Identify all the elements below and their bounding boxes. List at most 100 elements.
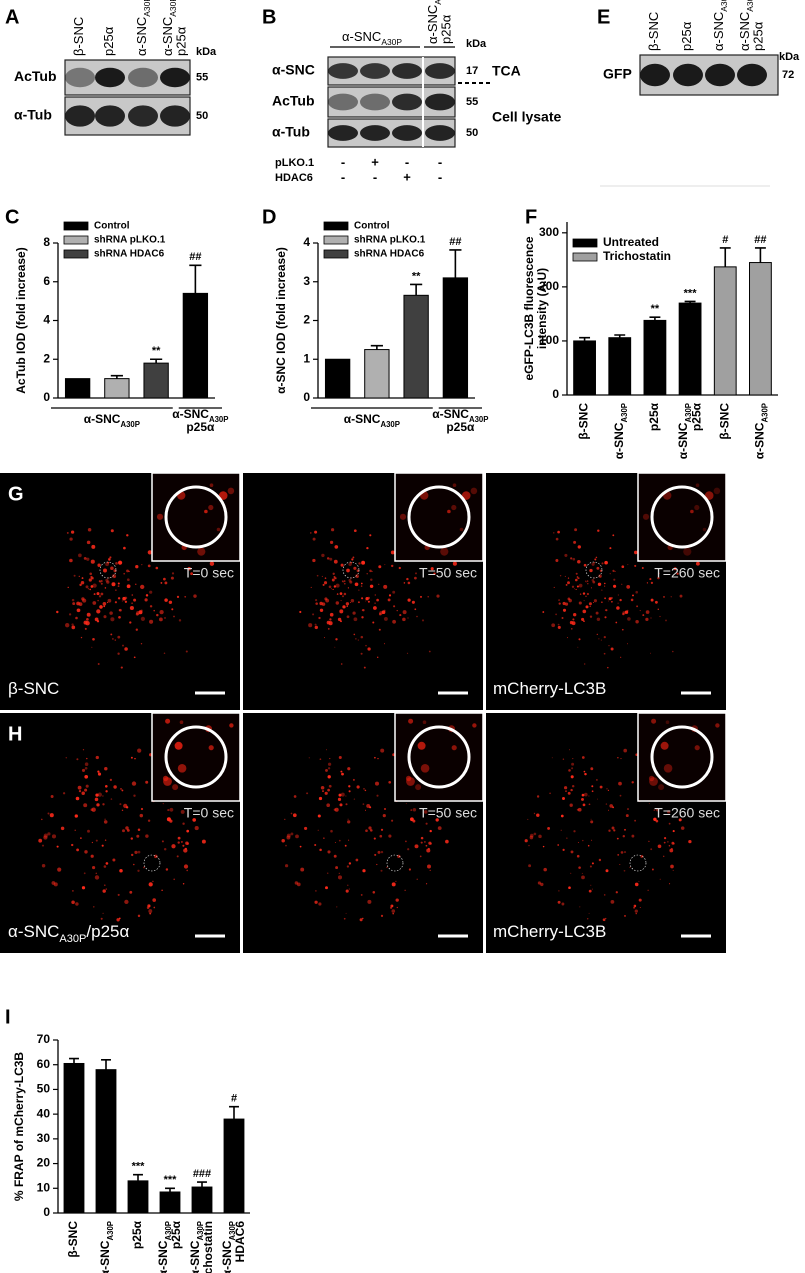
puncta [168, 600, 173, 605]
significance-label: ## [189, 251, 201, 263]
puncta [663, 596, 665, 598]
puncta [324, 597, 328, 601]
label-main: α-SNC [156, 1240, 170, 1273]
puncta [182, 822, 185, 825]
puncta [625, 814, 629, 818]
puncta [330, 829, 333, 833]
puncta [118, 560, 123, 565]
puncta [583, 770, 586, 773]
puncta [108, 577, 110, 579]
label-subscript: A30P [142, 0, 152, 17]
puncta [578, 638, 581, 641]
puncta [318, 796, 323, 801]
puncta [140, 584, 145, 590]
treatment-sign: - [341, 169, 345, 184]
label-main: α-SNC [737, 12, 752, 51]
puncta [591, 785, 594, 788]
y-tick-label: 6 [43, 274, 50, 288]
puncta [396, 609, 398, 612]
puncta [71, 625, 76, 630]
puncta [598, 574, 602, 578]
puncta [334, 646, 336, 648]
puncta [185, 650, 188, 653]
inset-puncta [227, 487, 235, 495]
puncta [102, 912, 104, 915]
puncta [349, 580, 353, 584]
puncta [538, 834, 542, 839]
puncta [585, 580, 587, 582]
label-text: α-SNCA30P [432, 407, 488, 423]
y-tick-label: 60 [37, 1057, 51, 1071]
inset-puncta [197, 547, 206, 556]
label-text: α-SNCA30P [737, 0, 755, 51]
legend-label: shRNA pLKO.1 [354, 235, 426, 246]
inset-puncta [440, 547, 449, 556]
mw-label: 50 [466, 127, 478, 139]
microscopy-image: T=0 sec [0, 712, 241, 953]
puncta [348, 790, 351, 793]
puncta [361, 597, 364, 600]
puncta [324, 577, 327, 579]
puncta [68, 613, 72, 616]
error-bar [754, 247, 766, 263]
puncta [337, 875, 343, 880]
label-main: α-SNC [342, 29, 381, 44]
blot-band [425, 125, 455, 141]
puncta [73, 574, 76, 577]
puncta [321, 553, 325, 558]
puncta [557, 900, 561, 904]
puncta [131, 602, 133, 605]
label-subscript: A30P [168, 0, 178, 17]
inset-puncta [702, 527, 707, 532]
puncta [540, 882, 544, 887]
puncta [176, 855, 179, 858]
puncta [373, 606, 377, 610]
puncta [346, 865, 350, 868]
puncta [334, 842, 336, 843]
puncta [95, 793, 99, 797]
puncta [374, 853, 377, 856]
inset-puncta [704, 491, 714, 500]
puncta [110, 633, 113, 636]
puncta [557, 625, 561, 629]
puncta [407, 598, 411, 602]
puncta [57, 867, 62, 872]
puncta [590, 884, 592, 886]
inset-puncta [177, 764, 187, 773]
puncta [445, 839, 449, 844]
puncta [650, 848, 653, 851]
puncta [384, 808, 386, 810]
puncta [626, 585, 631, 589]
puncta [339, 803, 343, 807]
puncta [604, 560, 608, 565]
puncta [608, 809, 609, 811]
puncta [657, 608, 660, 611]
puncta [377, 656, 379, 658]
puncta [86, 757, 88, 760]
puncta [100, 917, 103, 920]
blot-band [425, 93, 455, 111]
puncta [571, 762, 575, 766]
puncta [381, 610, 386, 615]
panel-letter: I [5, 1006, 11, 1028]
puncta [670, 596, 672, 598]
label-main: α-SNC [188, 1240, 202, 1273]
puncta [97, 792, 102, 797]
puncta [571, 628, 573, 630]
puncta [427, 596, 429, 598]
puncta [285, 844, 287, 847]
bar [678, 302, 702, 396]
puncta [72, 890, 74, 892]
puncta [610, 647, 614, 651]
inset-puncta [683, 547, 692, 556]
puncta [533, 832, 537, 836]
puncta [187, 567, 191, 571]
puncta [679, 594, 683, 598]
puncta [345, 795, 347, 797]
puncta [314, 843, 317, 847]
puncta [579, 593, 582, 595]
puncta [575, 572, 578, 575]
inset-puncta [648, 775, 655, 782]
